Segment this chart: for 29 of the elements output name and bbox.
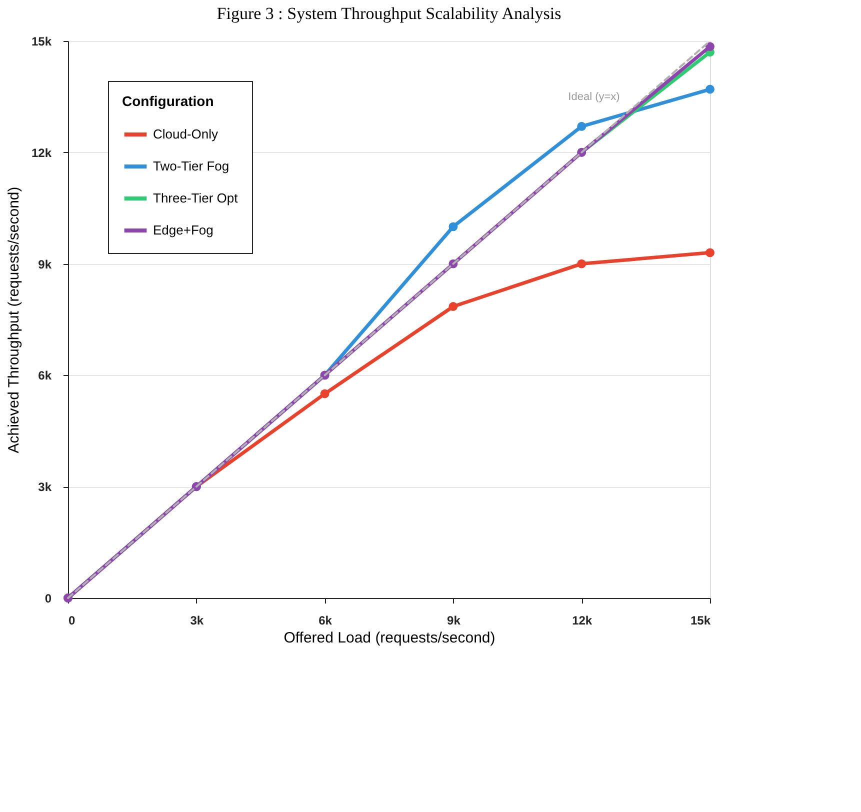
- x-tick-label: 15k: [690, 614, 711, 628]
- point: [706, 84, 714, 94]
- y-tick-label: 3k: [38, 480, 52, 494]
- point: [320, 389, 330, 398]
- y-tick-label: 12k: [31, 146, 52, 160]
- legend-label: Cloud-Only: [153, 126, 219, 142]
- point: [577, 122, 586, 131]
- point: [577, 259, 586, 268]
- x-tick-label: 6k: [318, 614, 332, 628]
- y-tick-label: 15k: [31, 34, 52, 48]
- x-tick-label: 0: [68, 614, 76, 628]
- y-axis-title: Achieved Throughput (requests/second): [5, 186, 22, 454]
- chart-title: Figure 3 : System Throughput Scalability Analysis: [216, 4, 562, 23]
- point: [448, 302, 458, 311]
- x-tick-label: 12k: [572, 614, 592, 628]
- x-tick-label: 9k: [447, 614, 461, 628]
- legend-label: Two-Tier Fog: [153, 158, 230, 174]
- x-tick-label: 3k: [190, 614, 204, 628]
- legend-title: Configuration: [122, 93, 214, 109]
- x-axis-title: Offered Load (requests/second): [284, 630, 496, 646]
- point: [706, 248, 714, 258]
- y-tick-label: 9k: [38, 257, 52, 272]
- legend-label: Edge+Fog: [153, 222, 214, 238]
- y-tick-label: 0: [44, 592, 52, 606]
- legend-label: Three-Tier Opt: [153, 190, 238, 206]
- y-tick-label: 6k: [38, 368, 52, 383]
- point: [706, 42, 714, 52]
- point: [448, 222, 458, 232]
- annotation: Ideal (y=x): [568, 91, 620, 103]
